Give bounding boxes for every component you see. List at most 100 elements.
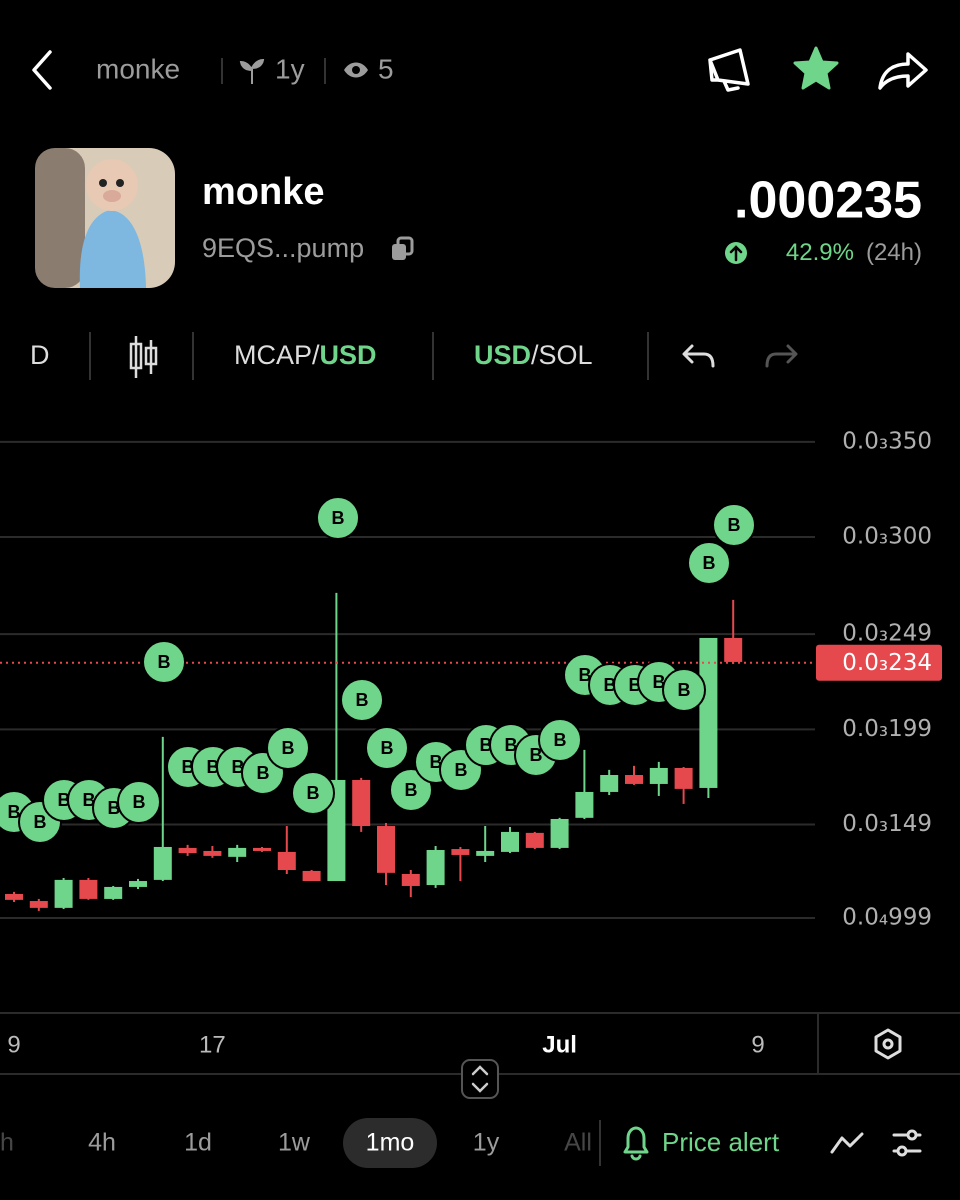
timeframe-button[interactable]: 1d	[184, 1129, 212, 1157]
back-button[interactable]	[32, 50, 52, 90]
candle-body	[575, 791, 594, 818]
candle-body	[153, 846, 172, 880]
candle-body	[178, 847, 197, 854]
candle-body	[426, 850, 445, 886]
candle-body	[302, 870, 321, 882]
candle-body	[600, 775, 619, 792]
timeframe-bar: 1h 4h 1d 1w 1mo 1y All	[0, 1118, 592, 1168]
buy-marker-label: B	[381, 738, 394, 758]
x-tick-label: 9	[7, 1031, 20, 1058]
chart-settings-dot	[882, 1038, 894, 1050]
candle-body	[377, 826, 395, 873]
token-price: .000235	[734, 172, 922, 230]
currency-usd: USD	[474, 340, 531, 370]
candle-body	[352, 779, 371, 827]
mcap-label: MCAP/	[234, 340, 320, 370]
chart-style-button[interactable]	[129, 336, 158, 378]
timeframe-button[interactable]: 4h	[88, 1129, 116, 1157]
candle-body	[451, 849, 470, 855]
buy-marker-label: B	[455, 760, 468, 780]
y-tick-label: 0.0₃350	[842, 428, 932, 454]
eye-pupil	[352, 66, 360, 74]
age: 1y	[275, 53, 305, 84]
currency-sol: /SOL	[531, 340, 593, 370]
mcap-unit: USD	[320, 340, 377, 370]
favorite-button[interactable]	[793, 46, 839, 90]
price-alert-label: Price alert	[662, 1127, 780, 1157]
buy-marker-label: B	[678, 680, 691, 700]
candle-body	[104, 886, 123, 899]
buy-marker	[142, 640, 186, 684]
filter-button[interactable]	[892, 1129, 922, 1157]
copy-button[interactable]	[392, 236, 414, 260]
change-value: 42.9%	[786, 239, 854, 266]
indicator-button[interactable]	[830, 1132, 864, 1154]
candle-body	[327, 779, 346, 882]
y-tick-label: 0.0₃249	[842, 621, 932, 647]
buy-marker	[117, 780, 161, 824]
buy-marker	[316, 496, 360, 540]
candle-body	[129, 881, 147, 887]
timeframe-selected	[343, 1118, 437, 1168]
y-tick-label: 0.0₃199	[842, 716, 932, 742]
timeframe-button[interactable]: All	[564, 1129, 592, 1157]
candle-body	[401, 873, 420, 886]
candle-body	[203, 850, 222, 856]
x-tick-label: 9	[751, 1031, 764, 1058]
price-change: 42.9% (24h)	[786, 239, 922, 266]
price-alert-button[interactable]: Price alert	[623, 1126, 780, 1161]
last-price-tag	[816, 644, 942, 681]
candle-body	[228, 847, 247, 857]
candle-body	[54, 879, 73, 908]
interval-button[interactable]: D	[30, 340, 50, 370]
timeframe-button[interactable]: 1w	[278, 1129, 311, 1157]
candle-body	[79, 879, 98, 899]
timeframe-button[interactable]: 1y	[473, 1129, 500, 1157]
candle-body	[550, 818, 569, 848]
redo-button[interactable]	[765, 344, 798, 368]
buy-marker-label: B	[307, 783, 320, 803]
buy-marker-label: B	[158, 652, 171, 672]
buy-marker	[365, 726, 409, 770]
candle-body	[476, 850, 495, 856]
top-title: monke	[96, 53, 180, 84]
buy-marker	[538, 718, 582, 762]
buy-marker-label: B	[505, 735, 518, 755]
candle-body	[699, 637, 718, 788]
candle-body	[501, 831, 519, 852]
token-address: 9EQS...pump	[202, 233, 364, 263]
chart-settings-button[interactable]	[874, 1028, 902, 1060]
candle-body	[5, 893, 23, 900]
candle-body	[253, 847, 271, 851]
buy-marker-label: B	[604, 675, 617, 695]
watchers: 5	[378, 53, 394, 84]
buy-marker	[266, 726, 310, 770]
buy-marker	[712, 503, 756, 547]
buy-marker-label: B	[703, 553, 716, 573]
buy-marker	[687, 541, 731, 585]
timeframe-button[interactable]: 1h	[0, 1129, 14, 1157]
undo-button[interactable]	[682, 344, 715, 368]
buy-marker-label: B	[34, 812, 47, 832]
buy-marker-label: B	[480, 735, 493, 755]
buy-marker-label: B	[58, 790, 71, 810]
buy-marker-label: B	[530, 745, 543, 765]
candle-body	[724, 637, 743, 662]
token-avatar	[35, 148, 175, 288]
megaphone-button[interactable]	[708, 48, 750, 92]
mcap-toggle[interactable]: MCAP/USD	[234, 340, 377, 370]
expand-handle[interactable]	[461, 1059, 499, 1099]
buy-marker-label: B	[332, 508, 345, 528]
x-tick-label: Jul	[542, 1031, 577, 1058]
change-up-arrow	[729, 245, 743, 262]
change-period: (24h)	[866, 239, 922, 266]
candle-body	[649, 767, 668, 784]
buy-marker	[291, 771, 335, 815]
buy-marker-label: B	[8, 802, 21, 822]
buy-marker-label: B	[182, 757, 195, 777]
currency-toggle[interactable]: USD/SOL	[474, 340, 593, 370]
timeframe-button[interactable]: 1mo	[366, 1129, 415, 1157]
share-button[interactable]	[878, 52, 928, 90]
